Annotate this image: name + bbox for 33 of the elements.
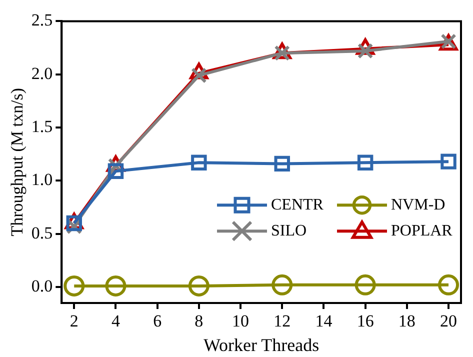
x-tick-label: 18 — [398, 312, 416, 331]
legend-label: POPLAR — [391, 222, 453, 240]
x-tick-label: 10 — [232, 312, 250, 331]
legend-label: NVM-D — [391, 196, 446, 214]
y-tick-label: 1.0 — [31, 170, 53, 190]
x-tick-label: 12 — [274, 312, 291, 331]
point — [354, 274, 376, 296]
y-tick-label: 1.5 — [31, 117, 53, 136]
x-tick-label: 16 — [356, 312, 374, 331]
y-tick-label: 2.0 — [31, 64, 53, 83]
point — [191, 154, 207, 170]
point — [274, 156, 290, 172]
point — [357, 154, 374, 170]
point — [440, 154, 456, 170]
point — [438, 274, 460, 296]
point — [188, 275, 210, 296]
x-axis-title: Worker Threads — [203, 334, 320, 355]
point — [64, 275, 85, 296]
x-tick-label: 20 — [440, 312, 458, 331]
point — [108, 163, 124, 180]
x-tick-label: 2 — [70, 312, 78, 331]
x-tick-label: 14 — [315, 312, 333, 331]
y-tick-label: 2.5 — [31, 10, 53, 30]
point — [105, 275, 126, 296]
x-tick-label: 4 — [111, 312, 120, 331]
point — [272, 274, 293, 296]
legend-label: SILO — [271, 222, 307, 240]
x-tick-label: 6 — [153, 312, 162, 331]
y-axis-title: Throughput (M txn/s) — [8, 88, 27, 236]
y-tick-label: 0.0 — [31, 276, 53, 296]
legend-label: CENTR — [271, 196, 324, 214]
y-tick-label: 0.5 — [31, 223, 53, 242]
x-tick-label: 8 — [194, 312, 204, 331]
